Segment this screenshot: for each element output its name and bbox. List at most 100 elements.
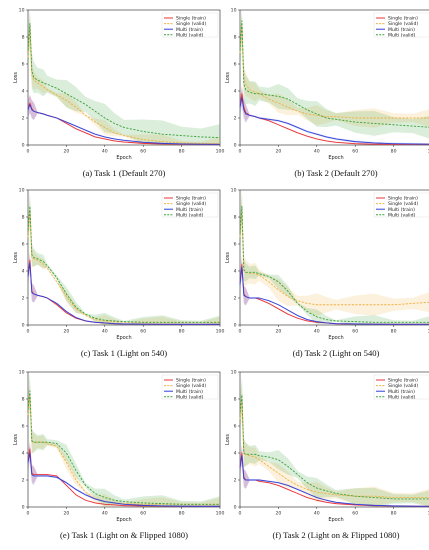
x-tick-label: 60 [140, 511, 146, 517]
y-tick-label: 8 [22, 215, 25, 221]
panel-caption: (f) Task 2 (Light on & Flipped 1080) [273, 530, 400, 540]
x-tick-label: 60 [140, 329, 146, 335]
x-tick-label: 20 [275, 329, 281, 335]
y-tick-label: 0 [22, 323, 25, 329]
y-tick-label: 10 [19, 188, 25, 194]
legend-box [373, 374, 429, 400]
legend-label: Multi (valid) [176, 212, 203, 218]
legend-label: Single (train) [176, 378, 206, 384]
y-tick-label: 6 [22, 242, 25, 248]
panel-caption: (e) Task 1 (Light on & Flipped 1080) [60, 530, 188, 540]
x-tick-label: 100 [428, 149, 429, 155]
panel-caption: (d) Task 2 (Light on 540) [293, 348, 380, 358]
y-tick-label: 2 [22, 296, 25, 302]
x-axis-label: Epoch [328, 335, 343, 341]
legend-label: Multi (train) [176, 389, 203, 395]
legend-box [161, 12, 219, 38]
x-axis-label: Epoch [328, 155, 343, 161]
series-line-multi-valid [27, 390, 220, 505]
band-single-valid [240, 380, 429, 507]
x-tick-label: 60 [352, 149, 358, 155]
x-tick-label: 100 [428, 329, 429, 335]
series-line-single-train [239, 93, 429, 145]
x-tick-label: 0 [27, 511, 30, 517]
x-tick-label: 0 [239, 149, 242, 155]
series-line-multi-train [27, 452, 220, 507]
y-tick-label: 10 [19, 370, 25, 376]
legend-label: Single (valid) [176, 383, 206, 389]
x-tick-label: 0 [27, 149, 30, 155]
x-tick-label: 40 [102, 511, 108, 517]
x-tick-label: 20 [63, 329, 69, 335]
legend-label: Multi (valid) [388, 394, 415, 400]
y-tick-label: 8 [22, 35, 25, 41]
legend-label: Single (train) [388, 196, 418, 202]
panel-f: 0 20 40 60 80 100 0 2 4 6 8 10 Epoch Loss Single (trai… [225, 370, 429, 540]
y-tick-label: 0 [22, 143, 25, 149]
series-line-multi-train [27, 104, 221, 145]
x-tick-label: 100 [428, 511, 429, 517]
legend-label: Multi (valid) [176, 32, 203, 38]
x-tick-label: 100 [216, 511, 225, 517]
panel-b: 0 20 40 60 80 100 0 2 4 6 8 10 Epoch Loss Single (trai… [225, 8, 429, 178]
series-line-multi-valid [239, 205, 429, 323]
y-tick-label: 0 [234, 323, 237, 329]
series-line-single-valid [239, 23, 429, 119]
x-tick-label: 60 [140, 149, 146, 155]
y-tick-label: 10 [231, 370, 237, 376]
legend-box [161, 192, 219, 218]
panel-caption: (b) Task 2 (Default 270) [294, 168, 377, 178]
legend-label: Single (train) [388, 378, 418, 384]
legend-label: Multi (valid) [388, 32, 415, 38]
x-axis-label: Epoch [116, 155, 131, 161]
legend-label: Single (valid) [388, 201, 418, 207]
legend-box [373, 192, 429, 218]
x-tick-label: 80 [391, 149, 397, 155]
series-line-multi-valid [27, 23, 221, 139]
y-tick-label: 4 [22, 89, 25, 95]
band-single-valid [240, 10, 429, 128]
band-single-valid [28, 379, 220, 507]
panel-caption: (a) Task 1 (Default 270) [83, 168, 166, 178]
y-axis-label: Loss [225, 252, 231, 263]
band-multi-valid [240, 10, 429, 139]
legend-label: Single (valid) [176, 21, 206, 27]
panel-a: 0 20 40 60 80 100 0 2 4 6 8 10 Epoch Loss Single (trai… [13, 8, 224, 178]
x-tick-label: 0 [27, 329, 30, 335]
y-tick-label: 4 [234, 89, 237, 95]
y-tick-label: 8 [22, 397, 25, 403]
y-tick-label: 2 [22, 478, 25, 484]
y-tick-label: 0 [234, 505, 237, 511]
band-multi-valid [28, 374, 220, 507]
y-tick-label: 8 [234, 215, 237, 221]
x-tick-label: 80 [391, 329, 397, 335]
series-line-multi-train [27, 262, 220, 325]
panel-c: 0 20 40 60 80 100 0 2 4 6 8 10 Epoch Loss Single (trai… [13, 188, 224, 358]
y-tick-label: 6 [234, 62, 237, 68]
y-tick-label: 4 [22, 451, 25, 457]
x-tick-label: 40 [314, 149, 320, 155]
x-tick-label: 80 [391, 511, 397, 517]
x-tick-label: 80 [179, 329, 185, 335]
x-tick-label: 40 [102, 329, 108, 335]
y-axis-label: Loss [225, 434, 231, 445]
x-tick-label: 60 [352, 329, 358, 335]
series-line-multi-valid [239, 20, 429, 128]
legend-box [161, 374, 219, 400]
y-tick-label: 8 [234, 35, 237, 41]
y-tick-label: 6 [22, 424, 25, 430]
legend-label: Multi (train) [388, 389, 415, 395]
panel-e: 0 20 40 60 80 100 0 2 4 6 8 10 Epoch Loss Single (trai… [13, 370, 224, 540]
series-line-single-valid [27, 209, 220, 323]
y-tick-label: 6 [234, 242, 237, 248]
legend-box [373, 12, 429, 38]
y-axis-label: Loss [13, 434, 19, 445]
series-line-single-valid [27, 25, 221, 145]
panel-d: 0 20 40 60 80 100 0 2 4 6 8 10 Epoch Loss Single (trai… [225, 188, 429, 358]
series-line-multi-train [239, 266, 429, 325]
x-tick-label: 40 [314, 329, 320, 335]
y-tick-label: 2 [22, 116, 25, 122]
series-line-multi-train [239, 455, 429, 507]
y-tick-label: 2 [234, 478, 237, 484]
band-single-valid [28, 10, 220, 146]
